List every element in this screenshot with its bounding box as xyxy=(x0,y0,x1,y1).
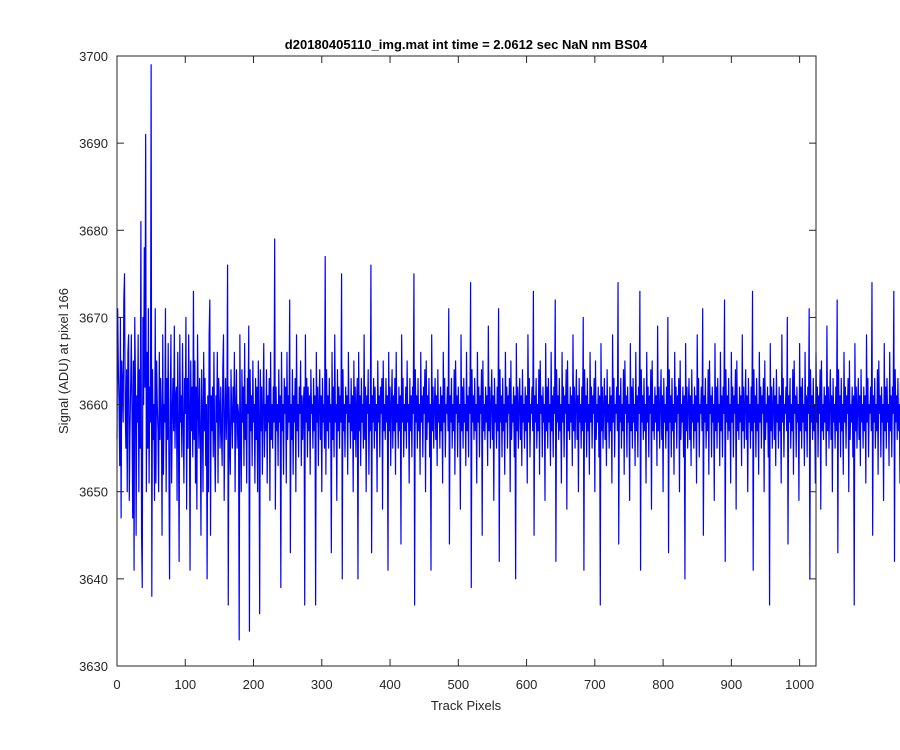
x-tick-label: 100 xyxy=(174,677,196,692)
y-tick-label: 3690 xyxy=(79,136,108,151)
y-axis-ticks: 3630 3640 3650 3660 3670 3680 3690 3700 xyxy=(79,49,816,674)
x-tick-label: 0 xyxy=(113,677,120,692)
y-tick-label: 3670 xyxy=(79,310,108,325)
y-tick-label: 3630 xyxy=(79,659,108,674)
x-tick-label: 700 xyxy=(584,677,606,692)
x-tick-label: 1000 xyxy=(785,677,814,692)
plot-area: 0 100 200 300 400 500 600 700 800 900 1000 3630 364… xyxy=(79,49,900,692)
chart-title: d20180405110_img.mat int time = 2.0612 s… xyxy=(285,37,648,52)
x-tick-label: 800 xyxy=(652,677,674,692)
x-tick-label: 300 xyxy=(311,677,333,692)
y-tick-label: 3640 xyxy=(79,572,108,587)
x-tick-label: 500 xyxy=(447,677,469,692)
y-tick-label: 3700 xyxy=(79,49,108,64)
y-tick-label: 3650 xyxy=(79,485,108,500)
x-axis-label: Track Pixels xyxy=(431,698,502,713)
x-tick-label: 400 xyxy=(379,677,401,692)
y-tick-label: 3660 xyxy=(79,398,108,413)
series-layer xyxy=(116,64,900,641)
axes-frame xyxy=(116,55,817,667)
x-tick-label: 600 xyxy=(516,677,538,692)
x-tick-label: 200 xyxy=(243,677,265,692)
y-tick-label: 3680 xyxy=(79,223,108,238)
y-axis-label: Signal (ADU) at pixel 166 xyxy=(56,288,71,434)
x-tick-label: 900 xyxy=(721,677,743,692)
series-line-1 xyxy=(116,64,900,641)
x-axis-ticks: 0 100 200 300 400 500 600 700 800 900 1000 xyxy=(113,56,814,692)
